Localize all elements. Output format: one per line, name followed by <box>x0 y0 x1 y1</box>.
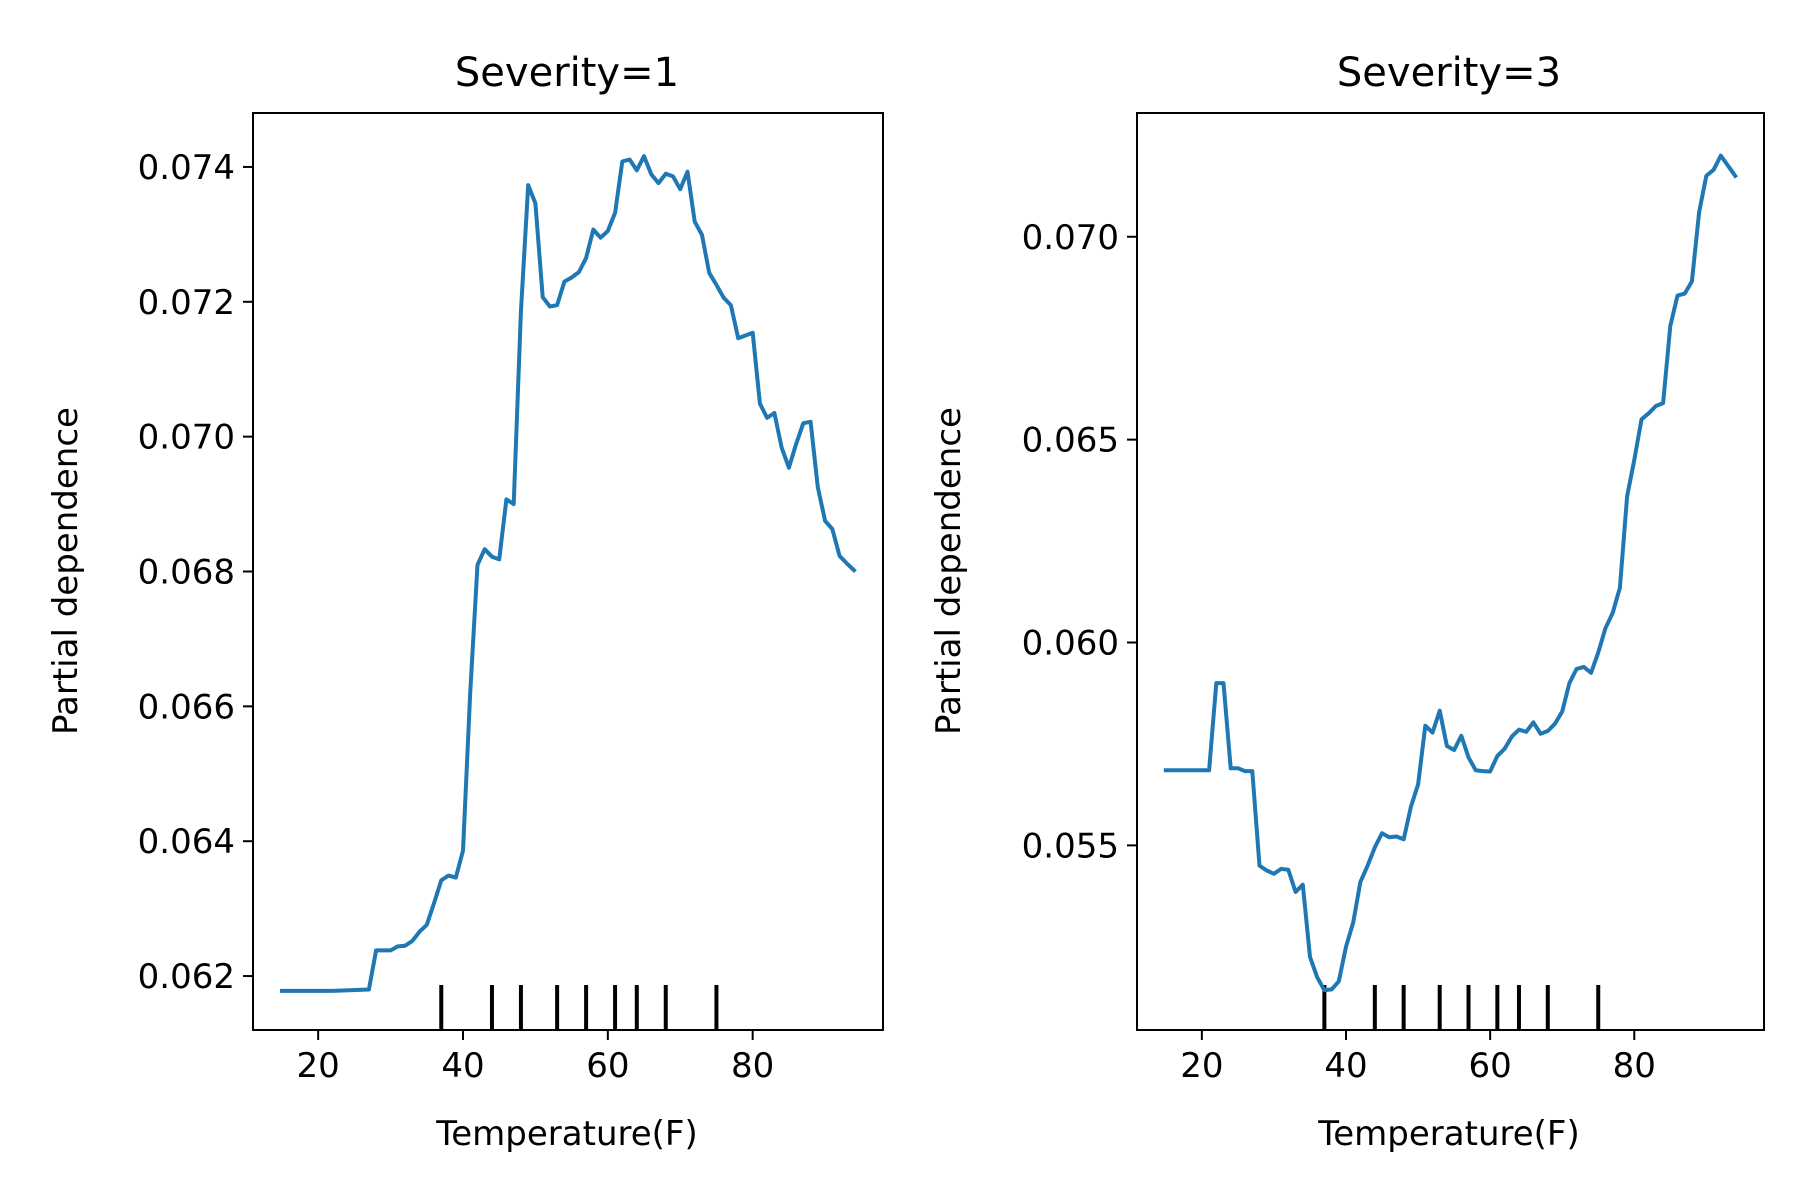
x-tick-label: 60 <box>586 1046 629 1086</box>
rug-marks <box>439 985 719 1030</box>
y-tick-label: 0.060 <box>1022 624 1119 664</box>
y-tick-label: 0.055 <box>1022 826 1119 866</box>
y-tick-label: 0.072 <box>138 283 235 323</box>
axis-ticks: 20 40 60 80 0.062 0.064 0.066 0.068 0.070 0.072 0.… <box>138 148 775 1086</box>
series-line <box>1163 153 1738 993</box>
plot-area <box>252 112 884 1031</box>
x-axis-label: Temperature(F) <box>435 1114 697 1154</box>
panel-severity-3: Severity=3 Temperature(F) Partial depend… <box>929 50 1765 1154</box>
x-tick-label: 80 <box>731 1046 774 1086</box>
chart-title: Severity=1 <box>455 50 679 96</box>
x-axis-label: Temperature(F) <box>1317 1114 1579 1154</box>
y-tick-label: 0.065 <box>1022 421 1119 461</box>
plot-area <box>1136 112 1765 1031</box>
y-tick-label: 0.062 <box>138 957 235 997</box>
y-tick-label: 0.070 <box>138 418 235 458</box>
x-tick-label: 80 <box>1613 1046 1656 1086</box>
rug-marks <box>1322 985 1601 1030</box>
x-tick-label: 40 <box>441 1046 484 1086</box>
series-lines <box>1163 153 1738 993</box>
axis-ticks: 20 40 60 80 0.055 0.060 0.065 0.070 <box>1022 218 1656 1086</box>
y-tick-label: 0.066 <box>138 687 235 727</box>
panel-severity-1: Severity=1 Temperature(F) Partial depend… <box>46 50 884 1154</box>
y-tick-label: 0.064 <box>138 822 235 862</box>
y-axis-label: Partial dependence <box>929 407 969 735</box>
series-lines <box>280 154 857 993</box>
y-tick-label: 0.068 <box>138 553 235 593</box>
x-tick-label: 40 <box>1324 1046 1367 1086</box>
x-tick-label: 20 <box>297 1046 340 1086</box>
x-tick-label: 20 <box>1180 1046 1223 1086</box>
y-axis-label: Partial dependence <box>46 407 86 735</box>
x-tick-label: 60 <box>1469 1046 1512 1086</box>
y-tick-label: 0.074 <box>138 148 235 188</box>
series-line <box>280 154 857 993</box>
chart-title: Severity=3 <box>1337 50 1561 96</box>
y-tick-label: 0.070 <box>1022 218 1119 258</box>
